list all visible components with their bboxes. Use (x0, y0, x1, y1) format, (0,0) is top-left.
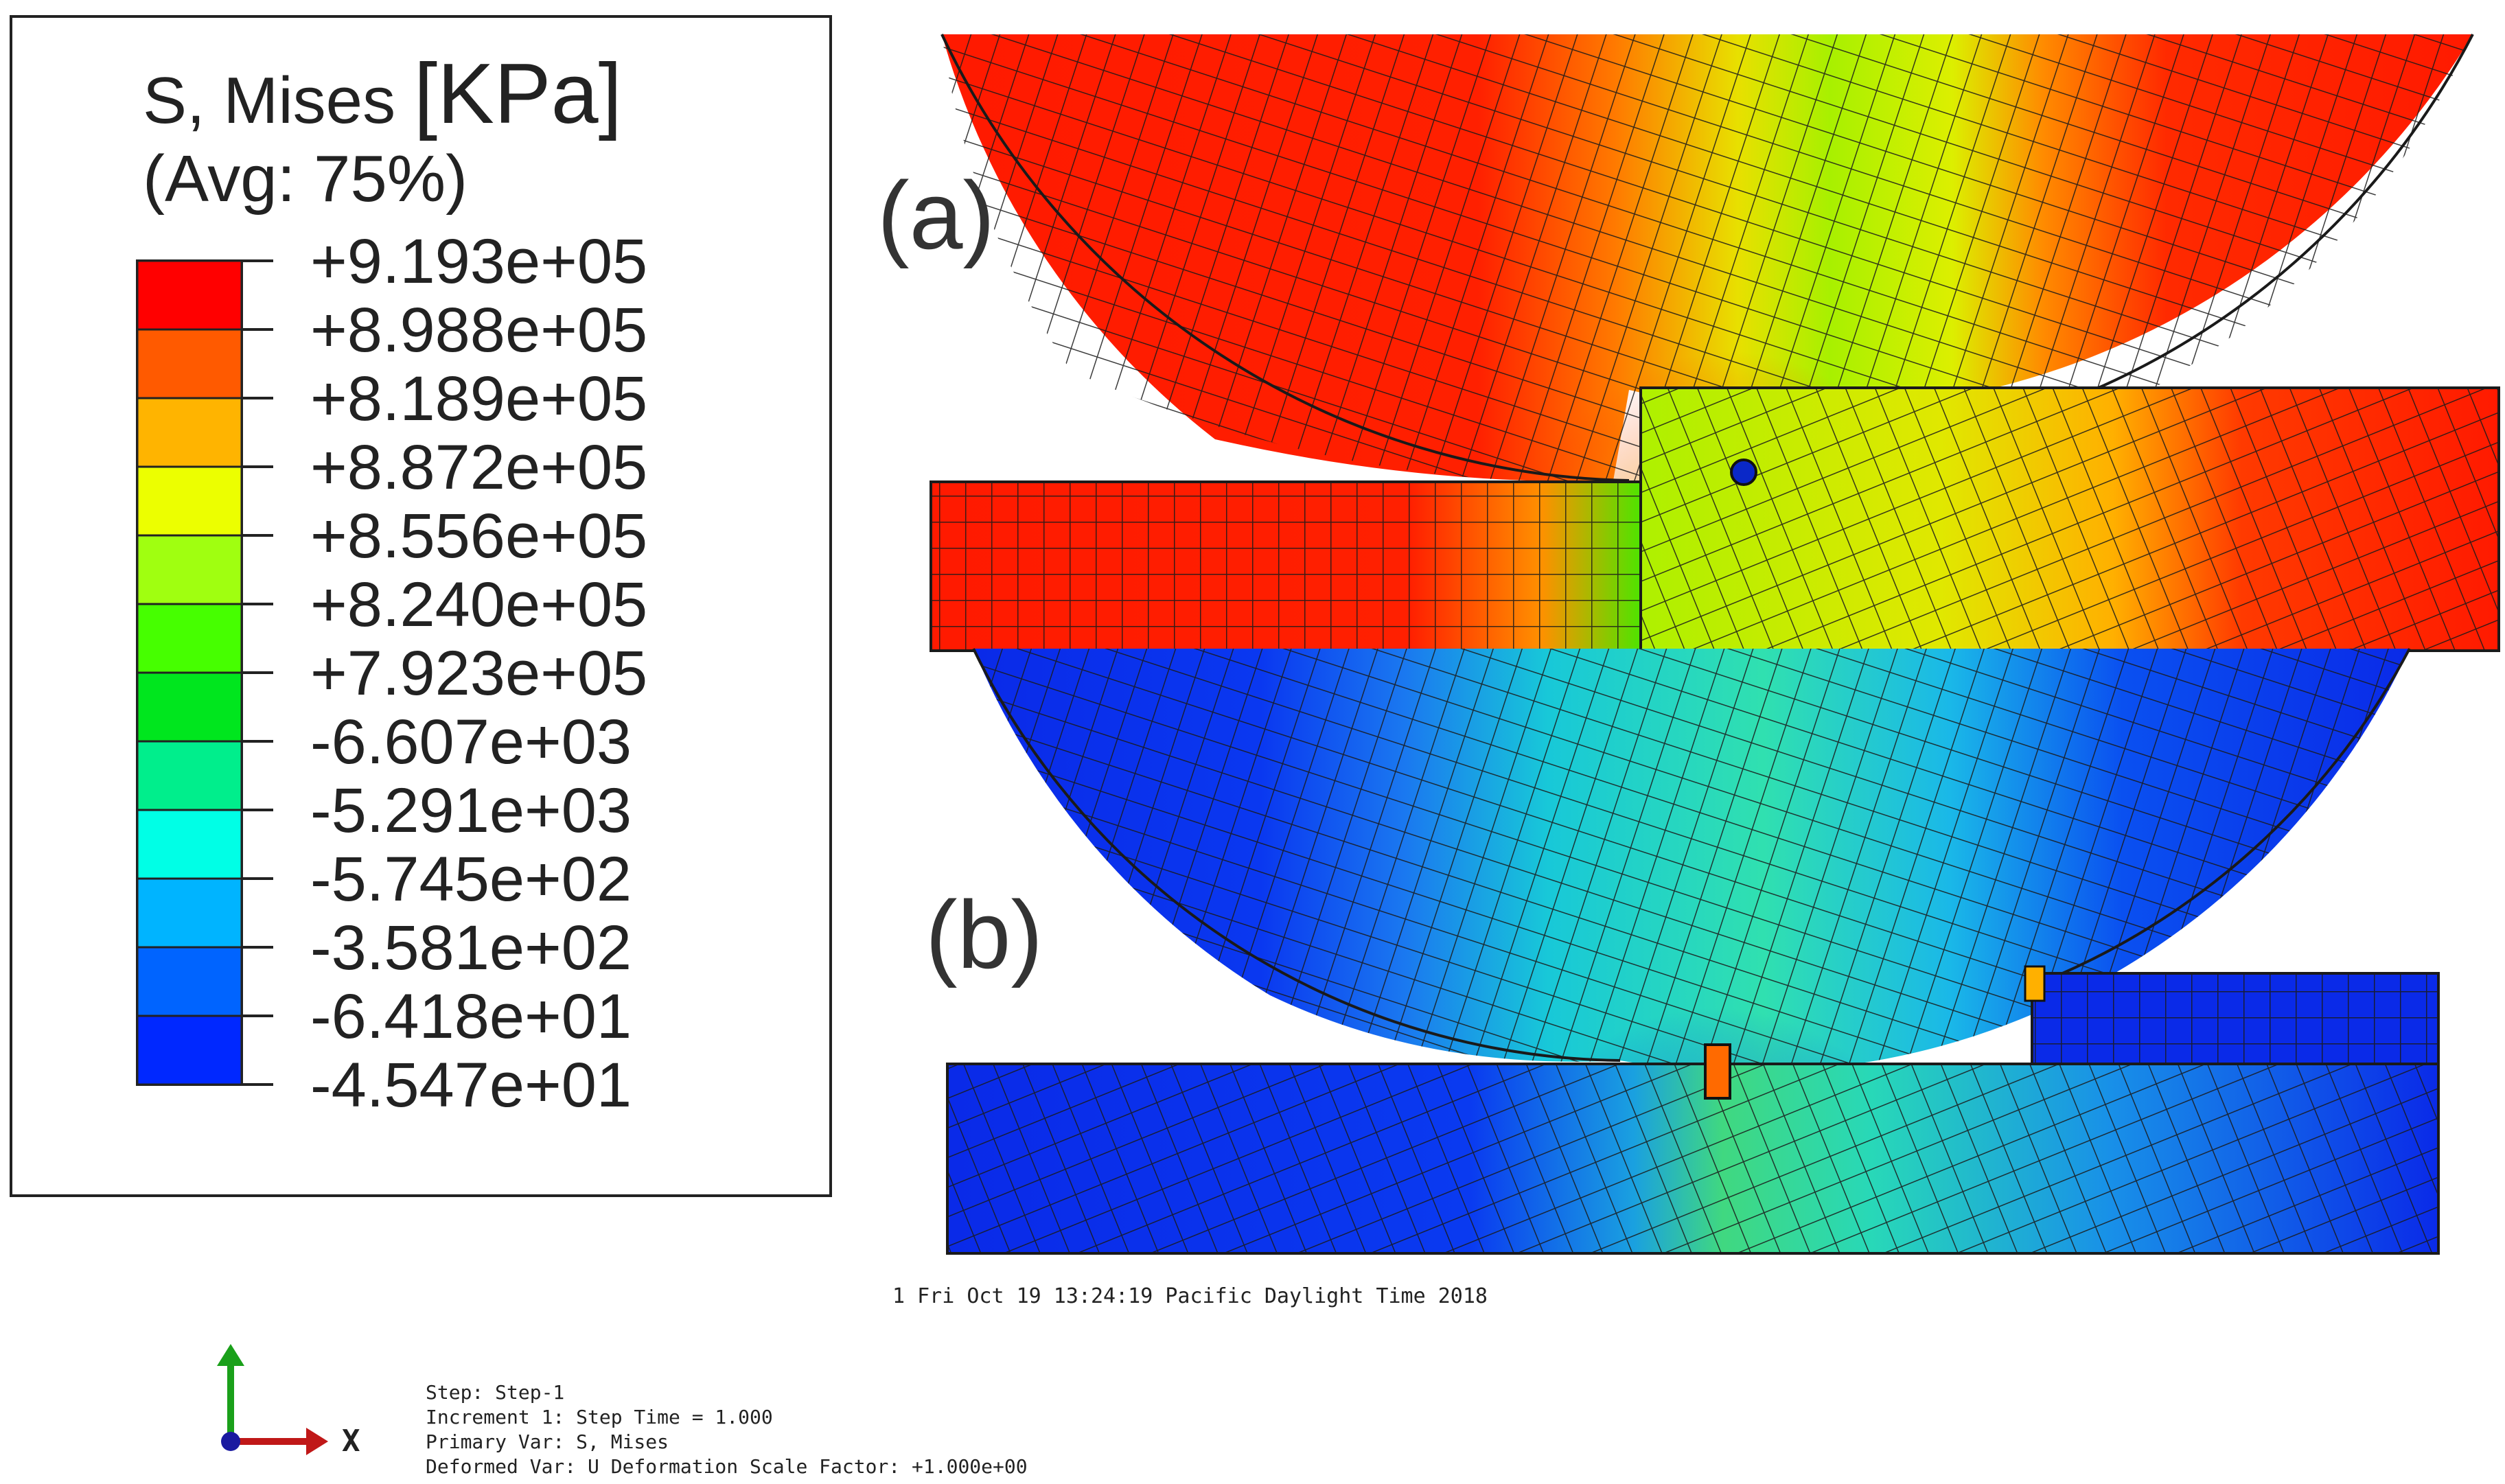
legend-swatch (136, 809, 243, 880)
panel-b-side-hotspot (2024, 965, 2046, 1002)
legend-value-label: -6.607e+03 (310, 707, 632, 777)
info-increment: Increment 1: Step Time = 1.000 (426, 1406, 773, 1428)
legend-value-label: +9.193e+05 (310, 227, 647, 297)
legend-swatch (136, 328, 243, 399)
legend-swatch (136, 1015, 243, 1086)
info-deformed-var: Deformed Var: U Deformation Scale Factor… (426, 1455, 1028, 1478)
legend-swatch (136, 534, 243, 605)
legend-swatch (136, 603, 243, 674)
panel-a-label: (a) (877, 161, 995, 269)
legend-value-label: -5.745e+02 (310, 844, 632, 914)
panel-a: (a) (877, 34, 2500, 652)
legend-swatch (136, 259, 243, 331)
legend-swatch (136, 946, 243, 1017)
legend-swatches (136, 259, 243, 1086)
legend-value-label: +8.556e+05 (310, 501, 647, 571)
legend-unit: [KPa] (413, 47, 623, 141)
triad-y-arrowhead (217, 1344, 244, 1366)
legend-value-label: +8.189e+05 (310, 364, 647, 434)
legend-ticks (242, 259, 273, 1086)
panel-a-contact-hotspot (1730, 459, 1757, 486)
legend-value-label: +8.872e+05 (310, 432, 647, 502)
panel-b-bottom-bar (946, 1063, 2440, 1255)
panel-b-label: (b) (925, 881, 1043, 988)
legend-value-label: -3.581e+02 (310, 913, 632, 983)
panel-a-right-bar (1639, 386, 2500, 652)
legend-swatch (136, 465, 243, 537)
legend-value-label: -5.291e+03 (310, 776, 632, 846)
triad-x-arrowhead (306, 1428, 328, 1455)
panel-b-contact-hotspot (1704, 1043, 1731, 1100)
triad-origin (221, 1432, 240, 1451)
legend-value-label: +7.923e+05 (310, 638, 647, 708)
legend-swatch (136, 877, 243, 949)
legend-subtitle: (Avg: 75%) (143, 142, 468, 216)
coordinate-triad: X (217, 1344, 360, 1459)
timestamp-text: 1 Fri Oct 19 13:24:19 Pacific Daylight T… (892, 1284, 1488, 1308)
legend-value-label: -4.547e+01 (310, 1050, 632, 1120)
info-step: Step: Step-1 (426, 1381, 564, 1404)
legend-values: +9.193e+05+8.988e+05+8.189e+05+8.872e+05… (310, 227, 647, 1120)
legend-value-label: +8.240e+05 (310, 570, 647, 640)
legend-swatch (136, 397, 243, 468)
panel-b-right-bar (2031, 972, 2440, 1078)
panel-b-top-indenter (972, 648, 2411, 1072)
legend-value-label: +8.988e+05 (310, 295, 647, 365)
analysis-info: Step: Step-1 Increment 1: Step Time = 1.… (426, 1381, 1028, 1478)
legend-title: S, Mises [KPa] (143, 47, 623, 141)
legend-colorbar: +9.193e+05+8.988e+05+8.189e+05+8.872e+05… (136, 227, 647, 1120)
panel-b: (b) (925, 648, 2440, 1255)
info-primary-var: Primary Var: S, Mises (426, 1430, 669, 1453)
triad-x-label: X (342, 1424, 360, 1459)
legend-value-label: -6.418e+01 (310, 982, 632, 1052)
legend-swatch (136, 671, 243, 743)
legend-swatch (136, 740, 243, 811)
